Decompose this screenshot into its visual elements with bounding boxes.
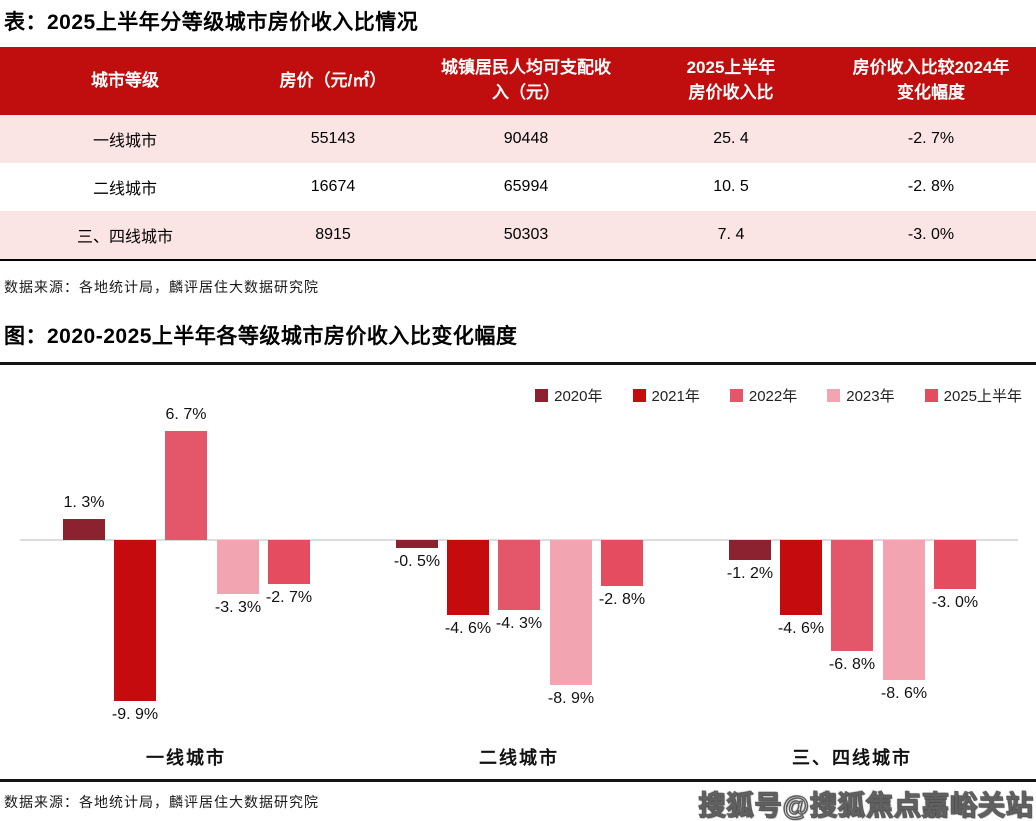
bar-value-label: -8. 6% — [880, 685, 928, 702]
section-divider-top — [0, 362, 1036, 365]
legend-swatch-icon — [729, 389, 743, 402]
cell-price: 8915 — [250, 211, 416, 259]
bar-value-label: -2. 7% — [265, 589, 313, 606]
chart-bar — [165, 431, 207, 540]
legend-label: 2020年 — [554, 388, 603, 405]
cell-tier: 一线城市 — [0, 115, 250, 163]
legend-label: 2025上半年 — [943, 388, 1022, 405]
chart-bar — [63, 519, 105, 540]
chart-bar — [447, 540, 489, 615]
cell-income: 50303 — [416, 211, 636, 259]
bar-value-label: -4. 3% — [495, 615, 543, 632]
legend-item: 2020年 — [535, 385, 603, 406]
cell-income: 90448 — [416, 115, 636, 163]
chart-bar — [268, 540, 310, 584]
chart-bar — [934, 540, 976, 589]
chart-bar — [601, 540, 643, 586]
cell-ratio: 10. 5 — [636, 163, 826, 211]
price-income-table: 城市等级 房价（元/㎡） 城镇居民人均可支配收 入（元） 2025上半年 房价收… — [0, 47, 1036, 261]
bar-value-label: -6. 8% — [828, 656, 876, 673]
legend-item: 2022年 — [729, 385, 798, 406]
legend-label: 2023年 — [846, 388, 895, 405]
table-title: 表：2025上半年分等级城市房价收入比情况 — [4, 11, 419, 34]
column-header-city-tier: 城市等级 — [0, 47, 250, 115]
bar-value-label: -9. 9% — [111, 706, 159, 723]
bar-value-label: -4. 6% — [444, 620, 492, 637]
chart-legend: 2020年 2021年 2022年 2023年 2025上半年 — [535, 385, 1022, 406]
chart-bar — [729, 540, 771, 560]
category-label: 二线城市 — [479, 748, 559, 768]
legend-swatch-icon — [827, 389, 841, 402]
cell-tier: 二线城市 — [0, 163, 250, 211]
bar-value-label: -4. 6% — [777, 620, 825, 637]
cell-price: 16674 — [250, 163, 416, 211]
watermark-text: 搜狐号@搜狐焦点嘉峪关站 — [698, 790, 1034, 821]
chart-title: 图：2020-2025上半年各等级城市房价收入比变化幅度 — [4, 325, 518, 348]
column-header-income: 城镇居民人均可支配收 入（元） — [416, 47, 636, 115]
legend-item: 2025上半年 — [924, 385, 1022, 406]
column-header-change: 房价收入比较2024年 变化幅度 — [826, 47, 1036, 115]
bar-value-label: -2. 8% — [598, 591, 646, 608]
chart-bar — [396, 540, 438, 548]
column-header-price: 房价（元/㎡） — [250, 47, 416, 115]
chart-source-note: 数据来源：各地统计局，麟评居住大数据研究院 — [4, 794, 319, 810]
bar-value-label: -3. 3% — [214, 599, 262, 616]
table-source-note: 数据来源：各地统计局，麟评居住大数据研究院 — [4, 279, 319, 295]
chart-bar — [498, 540, 540, 610]
table-header-row: 城市等级 房价（元/㎡） 城镇居民人均可支配收 入（元） 2025上半年 房价收… — [0, 47, 1036, 115]
legend-label: 2022年 — [748, 388, 798, 405]
cell-change: -2. 7% — [826, 115, 1036, 163]
cell-tier: 三、四线城市 — [0, 211, 250, 259]
legend-swatch-icon — [632, 389, 646, 402]
chart-bar — [883, 540, 925, 680]
table-row: 一线城市 55143 90448 25. 4 -2. 7% — [0, 115, 1036, 163]
category-label: 一线城市 — [146, 748, 226, 768]
chart-bar — [550, 540, 592, 685]
cell-income: 65994 — [416, 163, 636, 211]
table-row: 三、四线城市 8915 50303 7. 4 -3. 0% — [0, 211, 1036, 259]
bar-value-label: -8. 9% — [547, 690, 595, 707]
legend-item: 2023年 — [827, 385, 895, 406]
legend-item: 2021年 — [632, 385, 700, 406]
legend-swatch-icon — [535, 389, 549, 402]
cell-ratio: 25. 4 — [636, 115, 826, 163]
cell-ratio: 7. 4 — [636, 211, 826, 259]
bar-value-label: -3. 0% — [931, 594, 979, 611]
bar-value-label: 1. 3% — [63, 494, 105, 511]
cell-price: 55143 — [250, 115, 416, 163]
bar-value-label: -0. 5% — [393, 553, 441, 570]
chart-bar — [114, 540, 156, 701]
bar-value-label: 6. 7% — [165, 406, 207, 423]
chart-bar — [217, 540, 259, 594]
category-label: 三、四线城市 — [792, 748, 912, 768]
chart-bar — [780, 540, 822, 615]
column-header-ratio: 2025上半年 房价收入比 — [636, 47, 826, 115]
bar-value-label: -1. 2% — [726, 565, 774, 582]
legend-swatch-icon — [924, 389, 938, 402]
chart-bar — [831, 540, 873, 651]
cell-change: -3. 0% — [826, 211, 1036, 259]
section-divider-bottom — [0, 779, 1036, 782]
cell-change: -2. 8% — [826, 163, 1036, 211]
table-row: 二线城市 16674 65994 10. 5 -2. 8% — [0, 163, 1036, 211]
legend-label: 2021年 — [651, 388, 700, 405]
